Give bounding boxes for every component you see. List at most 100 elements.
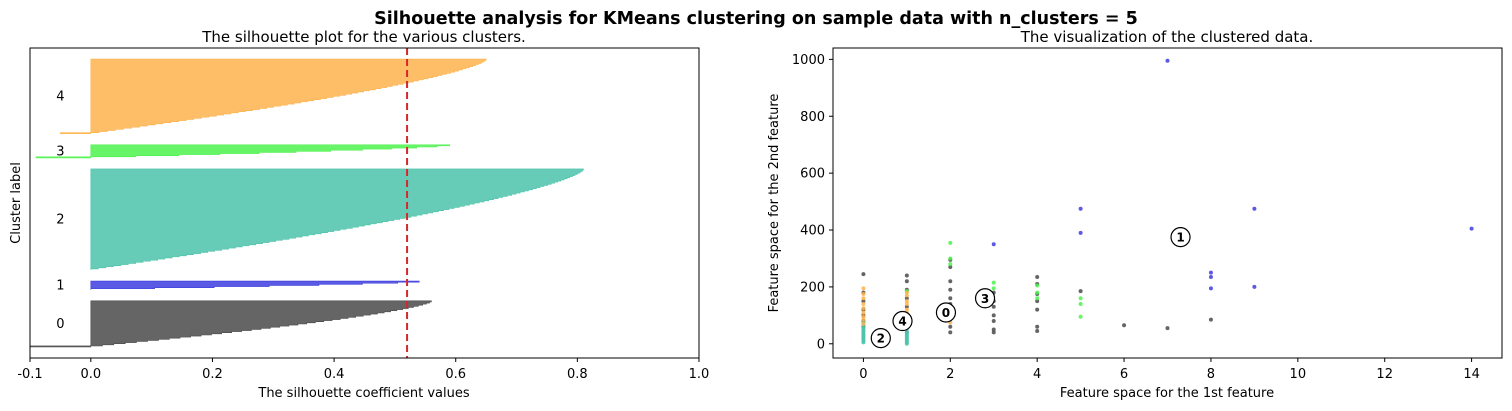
- scatter-point: [1122, 323, 1127, 328]
- silhouette-cluster-label: 4: [56, 89, 64, 104]
- silhouette-cluster-label: 1: [56, 278, 64, 293]
- silhouette-band-cluster-3: [35, 144, 450, 159]
- scatter-point: [1078, 206, 1083, 211]
- silhouette-band-cluster-2: [90, 168, 584, 271]
- silhouette-plot-frame: [29, 47, 700, 359]
- scatter-point: [991, 319, 996, 324]
- cluster-center-label: 1: [1176, 231, 1184, 245]
- silhouette-x-tick-label: 0.8: [567, 367, 588, 382]
- scatter-x-tick-label: 14: [1463, 367, 1480, 382]
- scatter-point: [991, 242, 996, 247]
- scatter-y-label: Feature space for the 2nd feature: [767, 94, 782, 313]
- scatter-point: [1208, 286, 1213, 291]
- scatter-x-tick-label: 4: [1033, 367, 1041, 382]
- scatter-x-tick-label: 8: [1207, 367, 1215, 382]
- cluster-center-label: 3: [981, 292, 989, 306]
- scatter-point: [904, 296, 909, 301]
- silhouette-x-tick-label: 1.0: [689, 367, 710, 382]
- scatter-point: [991, 330, 996, 335]
- scatter-y-tick-label: 800: [800, 110, 825, 125]
- figure-suptitle: Silhouette analysis for KMeans clusterin…: [374, 9, 1138, 29]
- silhouette-x-tick-label: 0.2: [202, 367, 223, 382]
- scatter-y-tick-label: 200: [800, 280, 825, 295]
- scatter-point: [861, 340, 866, 345]
- scatter-point: [861, 301, 866, 306]
- cluster-centers: 0 1 2 3 4: [870, 227, 1191, 349]
- scatter-x-label: Feature space for the 1st feature: [1060, 386, 1274, 401]
- scatter-point: [861, 314, 866, 319]
- scatter-point: [904, 301, 909, 306]
- scatter-point: [948, 264, 953, 269]
- scatter-point: [904, 304, 909, 309]
- silhouette-cluster-label: 0: [56, 317, 64, 332]
- cluster-center-label: 4: [898, 315, 906, 329]
- scatter-point: [948, 296, 953, 301]
- scatter-point: [1078, 230, 1083, 235]
- scatter-points: [861, 58, 1474, 346]
- scatter-point: [904, 279, 909, 284]
- silhouette-band-cluster-1: [90, 280, 420, 290]
- scatter-y-tick-label: 0: [817, 337, 825, 352]
- silhouette-cluster-label: 3: [56, 144, 64, 159]
- scatter-x-tick-label: 10: [1290, 367, 1307, 382]
- scatter-point: [991, 313, 996, 318]
- scatter-point: [1035, 328, 1040, 333]
- scatter-point: [948, 287, 953, 292]
- scatter-point: [948, 324, 953, 329]
- scatter-x-ticks: 0 2 4 6 8 10 12 14: [859, 358, 1480, 382]
- scatter-point: [1165, 58, 1170, 63]
- scatter-y-ticks: 0 200 400 600 800 1000: [792, 53, 833, 352]
- scatter-x-tick-label: 2: [946, 367, 954, 382]
- silhouette-x-tick-label: -0.1: [17, 367, 42, 382]
- scatter-point: [861, 272, 866, 277]
- scatter-point: [1035, 296, 1040, 301]
- silhouette-bands: [29, 58, 584, 348]
- scatter-point: [1208, 270, 1213, 275]
- cluster-center-marker: [935, 302, 957, 323]
- silhouette-plot-title: The silhouette plot for the various clus…: [201, 28, 526, 46]
- scatter-y-tick-label: 600: [800, 167, 825, 182]
- silhouette-x-tick-label: 0.0: [80, 367, 101, 382]
- scatter-point: [948, 262, 953, 267]
- scatter-point: [1035, 274, 1040, 279]
- scatter-point: [1078, 296, 1083, 301]
- scatter-point: [1078, 301, 1083, 306]
- scatter-point: [1078, 314, 1083, 319]
- silhouette-x-ticks: -0.1 0.0 0.2 0.4 0.6 0.8 1.0: [17, 358, 709, 382]
- scatter-point: [904, 341, 909, 346]
- scatter-point: [948, 256, 953, 261]
- scatter-point: [904, 299, 909, 304]
- scatter-point: [1035, 324, 1040, 329]
- cluster-center-label: 0: [942, 306, 950, 320]
- scatter-point: [1035, 307, 1040, 312]
- scatter-y-tick-label: 400: [800, 224, 825, 239]
- cluster-center-label: 2: [877, 332, 885, 346]
- silhouette-plot: The silhouette plot for the various clus…: [9, 28, 709, 401]
- silhouette-cluster-labels: 0 1 2 3 4: [56, 89, 64, 332]
- scatter-point: [1035, 283, 1040, 288]
- scatter-point: [1252, 284, 1257, 289]
- cluster-scatter-plot: The visualization of the clustered data.…: [767, 28, 1503, 401]
- scatter-point: [904, 307, 909, 312]
- scatter-point: [991, 304, 996, 309]
- cluster-center-marker: [870, 327, 891, 349]
- scatter-point: [948, 330, 953, 335]
- scatter-point: [861, 321, 866, 326]
- silhouette-band-cluster-0: [29, 300, 432, 348]
- silhouette-cluster-label: 2: [56, 212, 64, 227]
- scatter-x-tick-label: 0: [859, 367, 867, 382]
- silhouette-band-cluster-4: [60, 58, 487, 135]
- scatter-point: [1469, 226, 1474, 231]
- silhouette-x-label: The silhouette coefficient values: [257, 386, 469, 401]
- scatter-point: [904, 273, 909, 278]
- scatter-point: [904, 293, 909, 298]
- scatter-point: [1078, 289, 1083, 294]
- scatter-x-tick-label: 12: [1376, 367, 1393, 382]
- scatter-point: [861, 296, 866, 301]
- scatter-point: [861, 317, 866, 322]
- scatter-y-tick-label: 1000: [792, 53, 825, 68]
- scatter-point: [991, 280, 996, 285]
- scatter-point: [861, 292, 866, 297]
- scatter-point: [861, 286, 866, 291]
